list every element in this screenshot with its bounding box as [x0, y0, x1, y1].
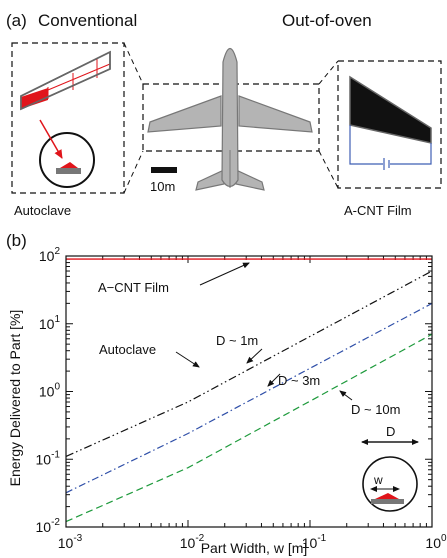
- x-tick-label: 100: [425, 533, 447, 551]
- annotation-d3: D ~ 3m: [278, 373, 320, 388]
- series-d-3m: [65, 302, 433, 494]
- out-of-oven-title: Out-of-oven: [282, 11, 372, 30]
- scale-bar: [151, 167, 177, 173]
- film-zoom-box: [337, 60, 442, 189]
- y-tick-label: 100: [39, 382, 61, 400]
- annotation-d10: D ~ 10m: [351, 402, 401, 417]
- series-d-1m: [65, 270, 433, 457]
- panel-a: (a) Conventional Out-of-oven Autoclave: [6, 11, 442, 218]
- arrow-acnt-film: [199, 262, 250, 286]
- series-layer: [65, 258, 433, 523]
- x-axis-title: Part Width, w [m]: [201, 540, 308, 556]
- annotation-d1: D ~ 1m: [216, 333, 258, 348]
- arrow-d3: [267, 373, 281, 387]
- arrow-d10: [339, 390, 353, 401]
- y-tick-label: 102: [39, 246, 61, 264]
- inset-w-label: w: [373, 473, 383, 487]
- panel-b-label: (b): [6, 231, 27, 250]
- arrow-autoclave: [175, 351, 200, 368]
- scale-label: 10m: [150, 179, 175, 194]
- panel-b: (b) Energy Delivered to Part [%] Part Wi…: [6, 231, 447, 556]
- annotation-acnt-film: A−CNT Film: [98, 280, 169, 295]
- x-tick-label: 10-2: [180, 533, 205, 551]
- autoclave-icon: [39, 119, 95, 188]
- conventional-wing-icon: [20, 50, 111, 111]
- autoclave-zoom-box: [11, 42, 125, 194]
- y-tick-label: 10-2: [36, 517, 61, 535]
- inset-autoclave-icon: D w: [361, 424, 419, 512]
- autoclave-caption: Autoclave: [14, 203, 71, 218]
- panel-a-label: (a): [6, 11, 27, 30]
- aircraft-icon: [147, 47, 313, 191]
- x-tick-label: 10-1: [302, 533, 327, 551]
- x-tick-label: 10-3: [58, 533, 83, 551]
- series-d-10m: [65, 333, 433, 523]
- inset-d-label: D: [386, 424, 395, 439]
- y-axis-title: Energy Delivered to Part [%]: [7, 310, 23, 487]
- acnt-film-wing-icon: [349, 75, 432, 170]
- y-tick-label: 10-1: [36, 449, 61, 467]
- annotation-autoclave: Autoclave: [99, 342, 156, 357]
- y-tick-label: 101: [39, 314, 61, 332]
- conventional-title: Conventional: [38, 11, 137, 30]
- arrow-d1: [246, 348, 263, 364]
- acnt-film-caption: A-CNT Film: [344, 203, 412, 218]
- plot-frame: [65, 255, 433, 528]
